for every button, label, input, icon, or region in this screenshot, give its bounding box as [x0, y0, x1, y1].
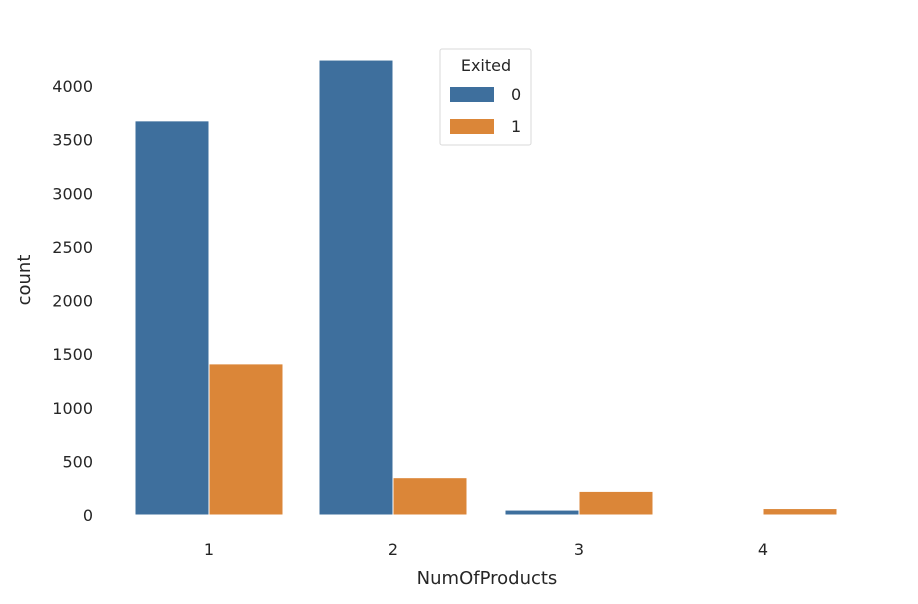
- x-tick-label: 4: [758, 540, 768, 559]
- bar-1-exited-1: [208, 363, 284, 516]
- y-tick-label: 3500: [52, 131, 93, 150]
- y-tick-labels: 0 500 1000 1500 2000 2500 3000 3500 4000: [52, 77, 93, 525]
- bar-2-exited-0: [318, 59, 394, 516]
- y-tick-label: 0: [83, 506, 93, 525]
- x-tick-labels: 1 2 3 4: [204, 540, 768, 559]
- y-tick-label: 2500: [52, 238, 93, 257]
- y-tick-label: 1500: [52, 345, 93, 364]
- y-tick-label: 4000: [52, 77, 93, 96]
- legend-title: Exited: [461, 56, 511, 75]
- y-tick-label: 500: [62, 452, 93, 471]
- x-tick-label: 1: [204, 540, 214, 559]
- x-tick-label: 3: [574, 540, 584, 559]
- y-tick-label: 1000: [52, 399, 93, 418]
- legend: Exited 0 1: [439, 48, 532, 146]
- legend-swatch-0: [450, 87, 494, 102]
- x-tick-label: 2: [388, 540, 398, 559]
- y-tick-label: 3000: [52, 184, 93, 203]
- x-axis-label: NumOfProducts: [417, 568, 558, 589]
- bar-3-exited-1: [578, 490, 654, 516]
- bar-3-exited-0: [504, 509, 580, 516]
- legend-swatch-1: [450, 119, 494, 134]
- y-axis-label: count: [14, 255, 35, 306]
- bars-group: [134, 59, 838, 516]
- bar-4-exited-1: [762, 508, 838, 516]
- legend-label-0: 0: [511, 85, 521, 104]
- bar-2-exited-1: [392, 477, 468, 516]
- y-tick-label: 2000: [52, 292, 93, 311]
- legend-label-1: 1: [511, 117, 521, 136]
- bar-1-exited-0: [134, 120, 210, 516]
